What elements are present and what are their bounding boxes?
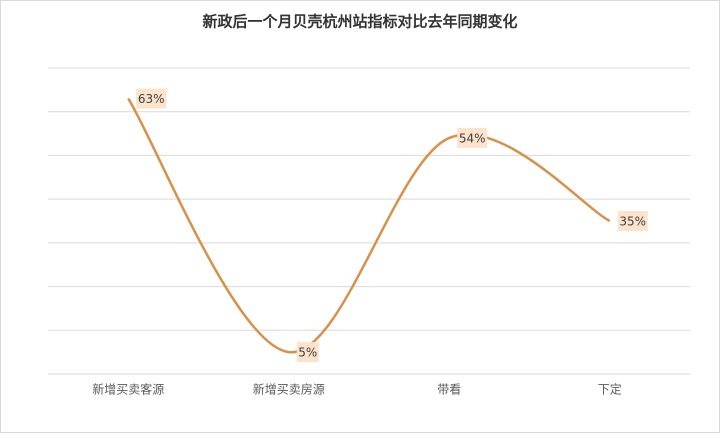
data-label-box [296, 342, 319, 363]
x-tick-label: 带看 [437, 383, 461, 397]
x-tick-label: 新增买卖客源 [92, 382, 164, 397]
data-label: 54% [459, 131, 486, 145]
data-label: 35% [619, 215, 646, 229]
data-label: 5% [298, 346, 317, 360]
x-tick-label: 下定 [598, 382, 622, 397]
data-label-box [457, 127, 488, 148]
data-label-box [136, 88, 167, 109]
data-label: 63% [138, 92, 165, 106]
line-series [127, 97, 611, 354]
x-tick-label: 新增买卖房源 [253, 382, 325, 397]
data-label-box [617, 211, 648, 231]
chart-title: 新政后一个月贝壳杭州站指标对比去年同期变化 [202, 13, 517, 31]
